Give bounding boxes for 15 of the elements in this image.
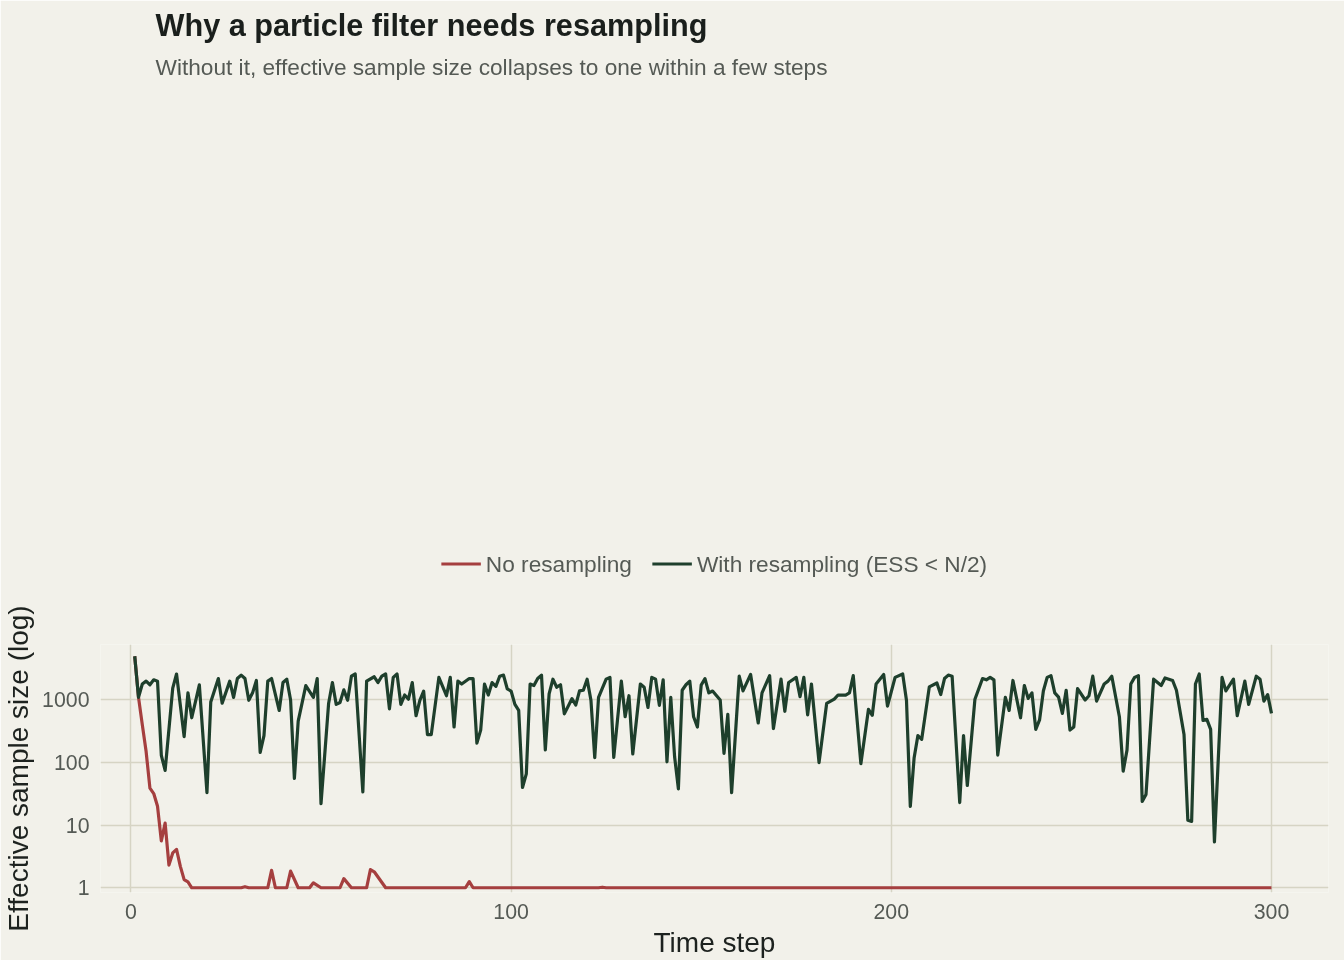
y-tick-label: 100 <box>53 751 90 776</box>
y-axis-title: Effective sample size (log) <box>3 605 35 932</box>
legend-label: With resampling (ESS < N/2) <box>696 550 988 578</box>
y-tick-label: 1 <box>77 876 90 901</box>
x-tick-label: 300 <box>1253 899 1290 924</box>
x-tick-label: 100 <box>493 899 530 924</box>
x-tick-label: 0 <box>124 899 137 924</box>
y-tick-label: 1000 <box>42 688 90 713</box>
line-series <box>133 654 1274 844</box>
x-tick-label: 200 <box>873 899 910 924</box>
y-tick-label: 10 <box>65 813 90 838</box>
chart-subtitle: Without it, effective sample size collapses to one within a few steps <box>155 53 828 80</box>
legend-label: No resampling <box>485 550 632 578</box>
x-axis-title: Time step <box>653 926 776 958</box>
chart-title: Why a particle filter needs resampling <box>155 7 708 43</box>
